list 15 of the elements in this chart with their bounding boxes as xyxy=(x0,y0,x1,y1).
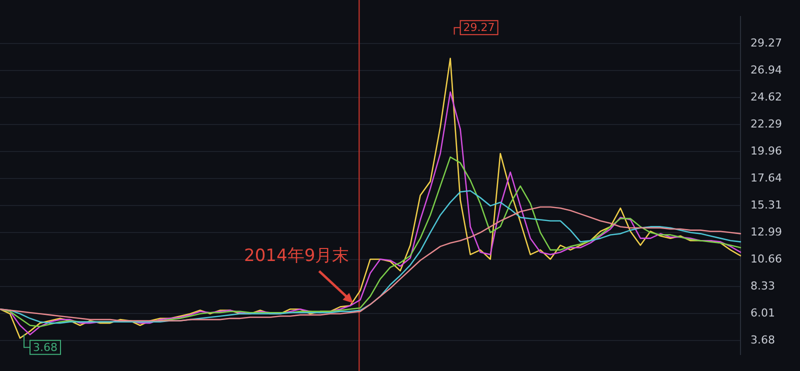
y-tick-label: 24.62 xyxy=(750,90,782,104)
y-tick-label: 26.94 xyxy=(750,64,782,77)
y-tick-label: 12.99 xyxy=(750,225,782,238)
y-tick-label: 3.68 xyxy=(750,334,776,347)
annotation: 2014年9月末 xyxy=(244,246,350,266)
y-tick-label: 29.27 xyxy=(750,36,782,50)
y-tick-label: 15.31 xyxy=(750,198,782,212)
annotation: 3.68 xyxy=(33,340,58,354)
y-tick-label: 6.01 xyxy=(750,306,776,320)
y-tick-label: 22.29 xyxy=(750,118,782,131)
y-tick-label: 10.66 xyxy=(750,252,782,266)
y-tick-label: 8.33 xyxy=(750,280,776,293)
y-tick-label: 19.96 xyxy=(750,144,782,158)
annotation: 29.27 xyxy=(463,20,495,34)
y-tick-label: 17.64 xyxy=(750,172,782,185)
